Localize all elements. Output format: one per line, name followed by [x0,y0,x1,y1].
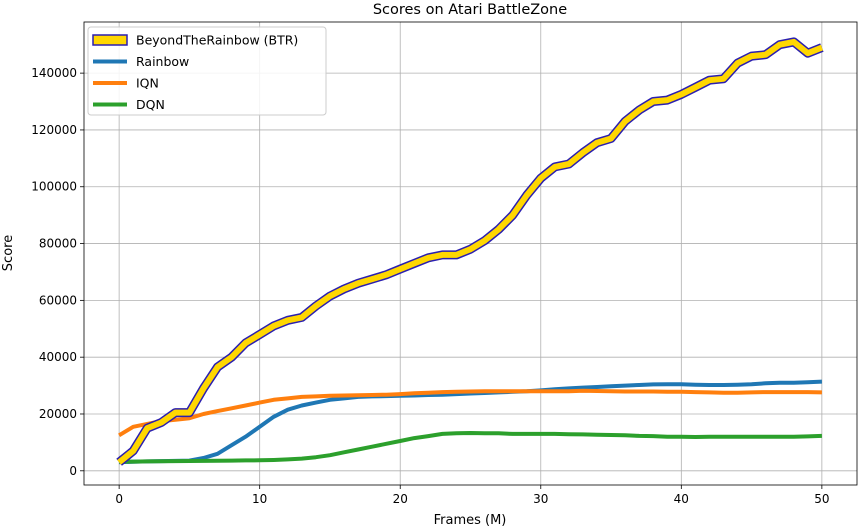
x-tick-label: 50 [814,492,829,506]
plot-area [83,21,858,486]
series-line-iqn [118,388,822,438]
y-axis: 0 20000 40000 60000 80000 100000 120000 140000 [31,66,84,478]
legend-swatch-beyondtherainbow-btr [92,34,128,46]
x-tick-label: 10 [252,492,267,506]
y-tick-label: 140000 [31,66,77,80]
y-tick-label: 80000 [39,237,77,251]
x-tick-label: 20 [393,492,408,506]
y-tick-label: 100000 [31,180,77,194]
x-axis: 0 10 20 30 40 50 [115,485,830,506]
x-axis-label: Frames (M) [434,513,507,528]
y-tick-label: 120000 [31,123,77,137]
x-tick-label: 40 [674,492,689,506]
series-line-dqn [119,431,822,464]
legend-box [87,26,327,116]
y-tick-label: 0 [69,464,77,478]
y-tick-label: 40000 [39,350,77,364]
y-axis-label: Score [1,235,16,271]
series-layer [116,37,824,466]
legend-label-iqn: IQN [136,76,159,91]
legend-label-dqn: DQN [136,97,165,112]
legend-label-rainbow: Rainbow [136,54,189,69]
x-tick-label: 0 [115,492,123,506]
y-tick-label: 20000 [39,407,77,421]
plot-border [83,21,858,486]
series-line-beyondtherainbow-btr [117,38,824,465]
y-tick-label: 60000 [39,293,77,307]
x-tick-label: 30 [533,492,548,506]
legend-label-beyondtherainbow-btr: BeyondTheRainbow (BTR) [136,33,298,48]
chart-title: Scores on Atari BattleZone [373,2,567,18]
legend: BeyondTheRainbow (BTR) Rainbow IQN DQN [87,26,327,116]
